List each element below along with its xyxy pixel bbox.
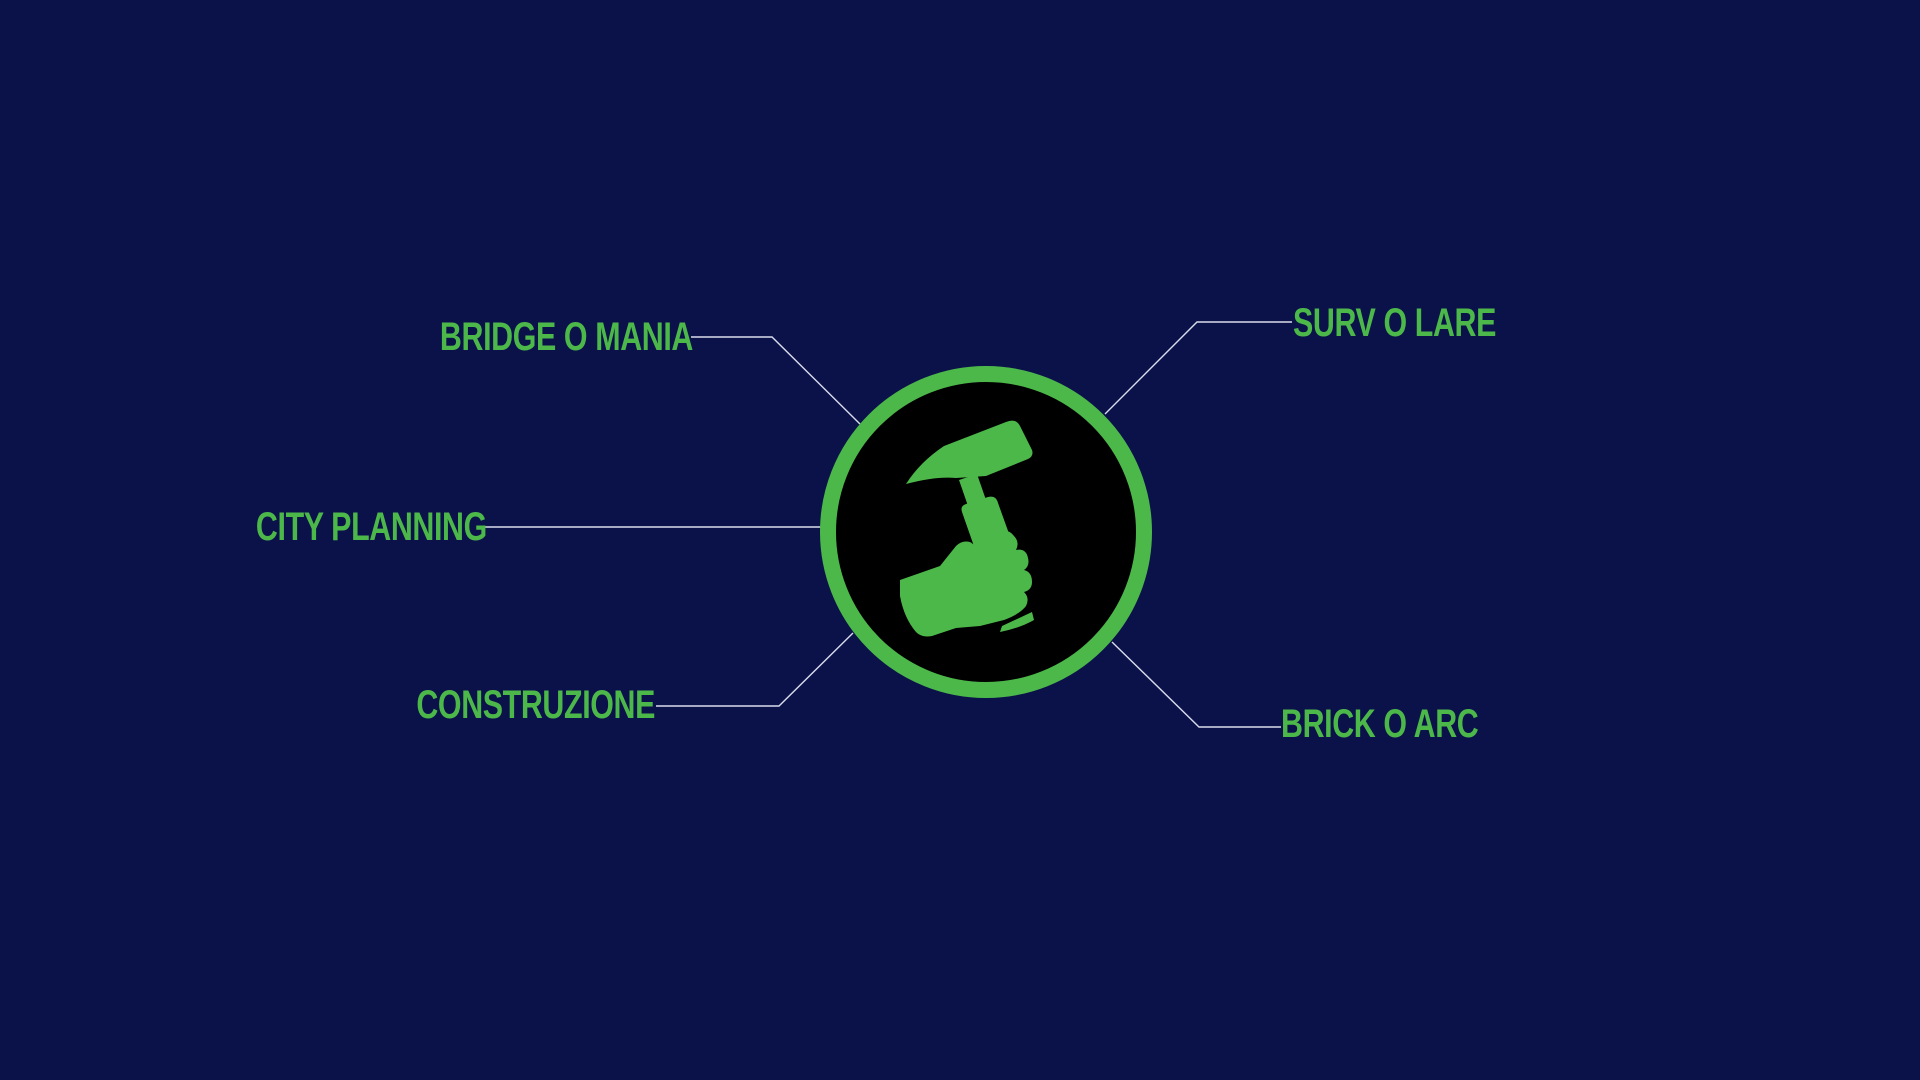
node-bridge-o-mania: BRIDGE O MANIA (439, 315, 693, 359)
node-brick-o-arc: BRICK O ARC (1281, 702, 1479, 746)
node-surv-o-lare: SURV O LARE (1293, 301, 1497, 345)
hub-circle (820, 366, 1152, 698)
hand-holding-hammer-icon (900, 420, 1034, 637)
node-construzione: CONSTRUZIONE (416, 683, 655, 727)
connector-bridge (691, 336, 861, 425)
node-city-planning: CITY PLANNING (256, 505, 487, 549)
connector-costruzione (656, 632, 854, 707)
connector-surv (1104, 321, 1292, 415)
connector-brick (1111, 641, 1281, 728)
